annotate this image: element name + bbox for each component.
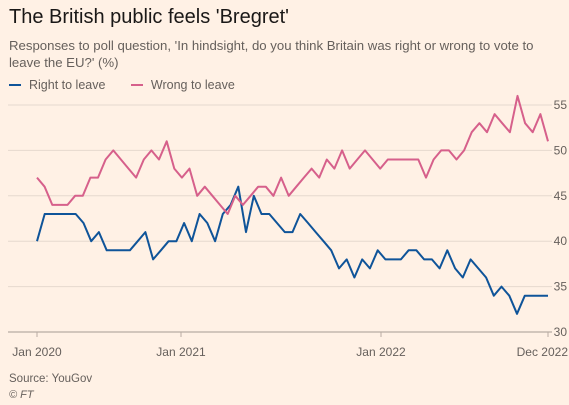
legend-label-right: Right to leave bbox=[29, 77, 106, 92]
y-tick-label: 35 bbox=[554, 280, 568, 294]
legend-swatch-wrong bbox=[130, 83, 143, 86]
x-tick-label: Jan 2021 bbox=[156, 345, 206, 359]
y-tick-label: 45 bbox=[554, 189, 568, 203]
legend-label-wrong: Wrong to leave bbox=[150, 77, 235, 92]
x-tick-label: Dec 2022 bbox=[517, 345, 569, 359]
series-line-right-to-leave bbox=[36, 185, 548, 315]
y-axis: 30 35 40 45 50 55 bbox=[554, 98, 568, 339]
chart-title: The British public feels 'Bregret' bbox=[9, 6, 289, 28]
legend-swatch-right bbox=[9, 83, 21, 86]
x-tick-label: Jan 2020 bbox=[12, 345, 62, 359]
x-tick-label: Jan 2022 bbox=[356, 345, 406, 359]
credit: © FT bbox=[9, 389, 34, 401]
series-line-wrong-to-leave bbox=[36, 94, 549, 215]
y-tick-label: 40 bbox=[554, 234, 568, 248]
source-note: Source: YouGov bbox=[9, 373, 93, 385]
y-tick-label: 30 bbox=[554, 325, 568, 339]
series bbox=[36, 94, 549, 315]
y-tick-label: 55 bbox=[554, 98, 568, 112]
y-tick-label: 50 bbox=[554, 143, 568, 157]
chart-subtitle: Responses to poll question, 'In hindsigh… bbox=[9, 38, 534, 70]
x-axis: Jan 2020 Jan 2021 Jan 2022 Dec 2022 bbox=[12, 332, 568, 359]
legend: Right to leave Wrong to leave bbox=[9, 75, 257, 92]
legend-item-right: Right to leave bbox=[9, 78, 105, 92]
grid bbox=[8, 104, 552, 333]
legend-item-wrong: Wrong to leave bbox=[130, 77, 235, 92]
